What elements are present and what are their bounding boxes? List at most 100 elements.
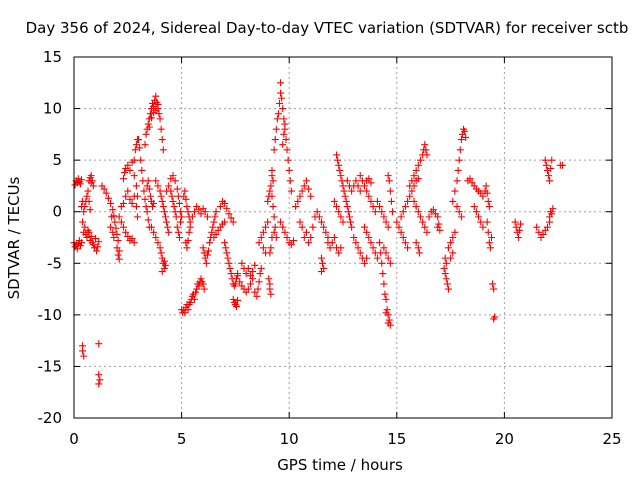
data-point — [335, 208, 343, 216]
y-tick-label: 15 — [43, 48, 62, 66]
data-point — [443, 280, 451, 288]
data-point — [286, 177, 294, 185]
y-tick-label: -15 — [38, 357, 63, 375]
data-point — [472, 208, 480, 216]
data-point — [386, 259, 394, 267]
data-point — [83, 234, 91, 241]
data-point — [78, 176, 86, 184]
data-point — [231, 280, 239, 288]
y-tick-label: 0 — [52, 203, 62, 221]
data-point — [73, 245, 81, 253]
data-point — [221, 199, 229, 207]
data-point — [484, 228, 492, 236]
data-point — [342, 197, 350, 205]
data-point — [490, 285, 498, 293]
data-point — [453, 177, 461, 185]
data-point — [385, 316, 393, 324]
data-point — [341, 192, 349, 200]
data-point — [335, 249, 343, 257]
data-point — [158, 268, 166, 276]
data-point — [546, 177, 554, 185]
data-point — [238, 259, 246, 267]
data-point — [131, 146, 139, 154]
data-point — [363, 254, 371, 262]
data-point — [225, 210, 233, 218]
data-point — [195, 206, 203, 214]
data-point — [453, 203, 461, 211]
data-point — [337, 172, 345, 180]
data-point — [337, 244, 345, 252]
data-point — [348, 187, 356, 195]
plot-frame — [73, 56, 613, 419]
data-point — [114, 237, 122, 245]
data-point — [382, 218, 390, 226]
data-point — [81, 223, 89, 231]
data-point — [287, 241, 295, 249]
data-point — [416, 156, 424, 164]
data-point — [449, 249, 457, 257]
data-point — [281, 120, 289, 128]
data-point — [145, 185, 153, 193]
data-point — [249, 268, 257, 276]
data-point — [333, 151, 341, 159]
data-point — [234, 296, 242, 304]
data-point — [416, 213, 424, 221]
data-point — [393, 218, 401, 226]
data-point — [414, 175, 422, 183]
data-point — [142, 203, 150, 211]
data-point — [150, 199, 158, 207]
data-point — [163, 218, 171, 226]
data-point — [475, 213, 483, 221]
data-point — [89, 241, 97, 249]
data-point — [485, 203, 493, 211]
data-point — [208, 228, 216, 236]
data-point — [133, 213, 141, 221]
data-point — [294, 197, 302, 205]
data-point — [87, 232, 95, 240]
data-point — [184, 306, 192, 314]
data-point — [399, 208, 407, 216]
data-point — [96, 376, 104, 384]
data-point — [277, 218, 285, 226]
data-point — [234, 272, 242, 280]
data-point — [87, 179, 95, 187]
data-point — [80, 208, 88, 216]
data-point — [158, 136, 166, 144]
data-point — [259, 244, 267, 252]
data-point — [399, 234, 407, 241]
data-point — [328, 239, 336, 247]
data-point — [423, 228, 431, 236]
data-point — [102, 189, 110, 197]
data-point — [158, 197, 166, 205]
data-point — [114, 251, 122, 259]
data-point — [107, 199, 115, 207]
data-point — [154, 100, 162, 108]
data-point — [95, 371, 103, 379]
data-point — [144, 177, 152, 185]
data-point — [205, 247, 212, 255]
data-point — [156, 244, 164, 252]
data-point — [130, 172, 138, 180]
data-point — [302, 228, 310, 236]
data-point — [121, 169, 129, 177]
data-point — [542, 161, 550, 169]
data-point — [74, 175, 82, 183]
data-point — [161, 213, 169, 221]
data-point — [156, 187, 164, 195]
data-point — [156, 115, 164, 123]
data-point — [269, 203, 277, 211]
data-point — [408, 187, 416, 195]
data-point — [141, 141, 149, 149]
data-point — [461, 127, 469, 135]
data-point — [150, 228, 158, 236]
data-point — [300, 234, 308, 241]
data-point — [363, 187, 371, 195]
data-point — [169, 197, 177, 205]
data-point — [256, 270, 264, 278]
data-point — [296, 218, 304, 226]
chart-title: Day 356 of 2024, Sidereal Day-to-day VTE… — [26, 19, 629, 37]
data-point — [421, 141, 429, 149]
data-point — [383, 306, 391, 314]
data-point — [339, 182, 347, 190]
data-point — [174, 228, 182, 236]
